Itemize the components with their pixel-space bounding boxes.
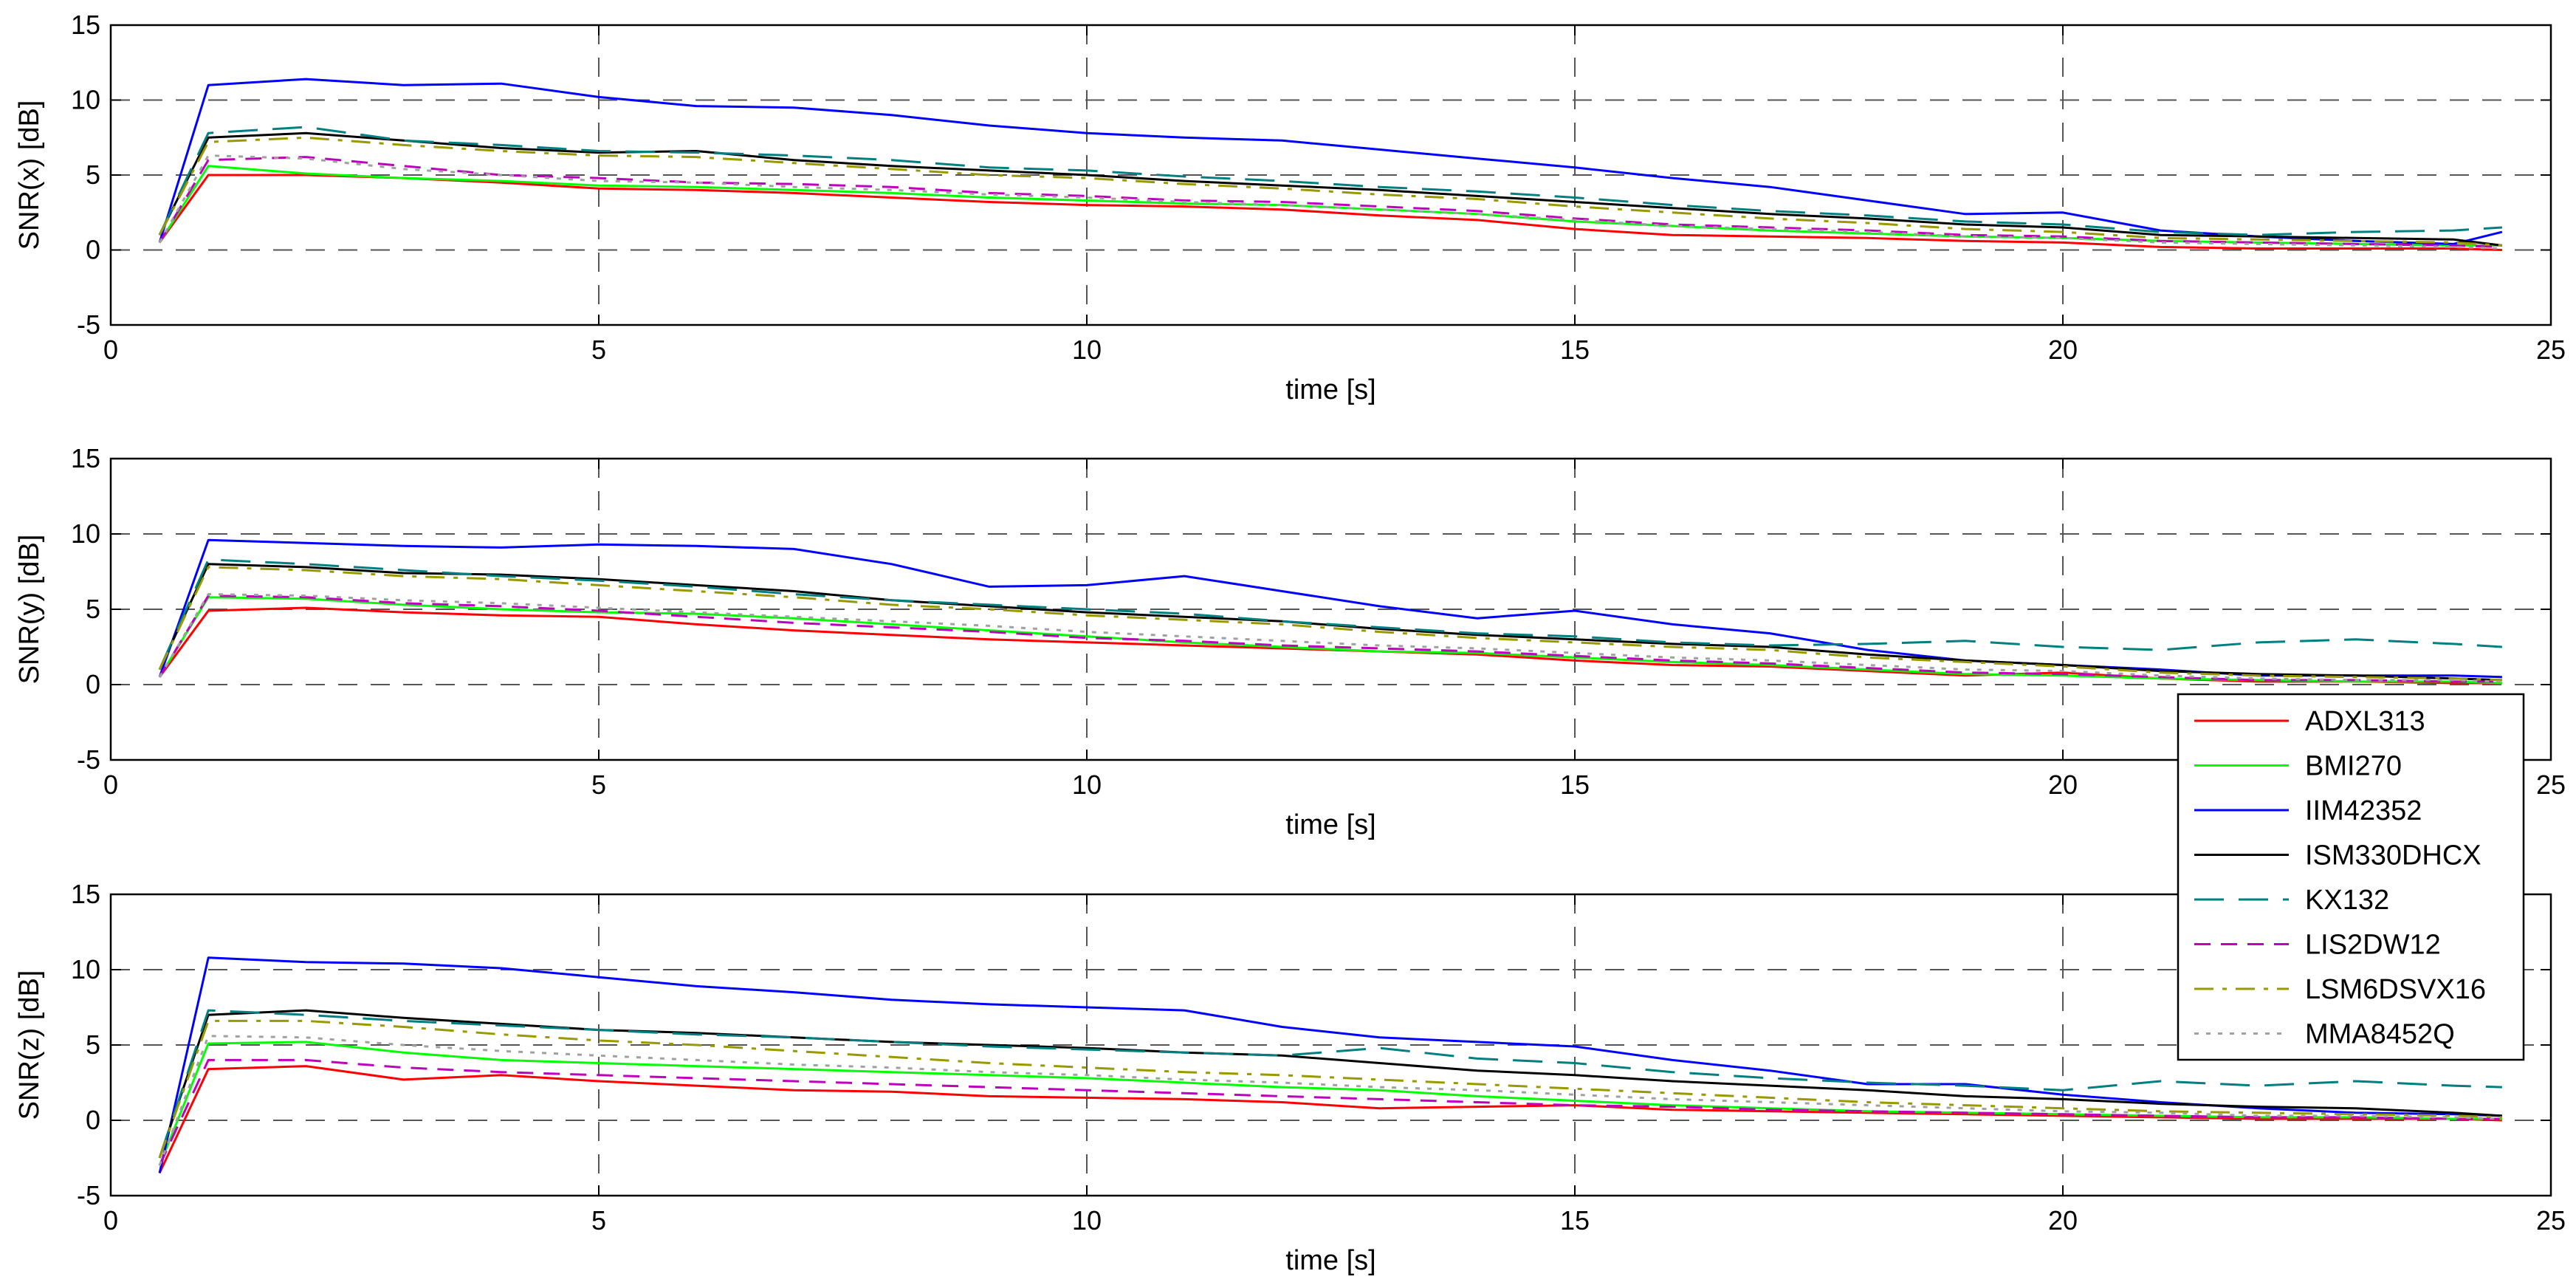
y-tick-label: 5	[86, 1029, 100, 1060]
y-tick-label: 10	[71, 518, 100, 549]
legend: ADXL313 BMI270 IIM42352 ISM330DHCX KX132 LIS2…	[2177, 693, 2525, 1061]
series-line-iim42352	[158, 538, 2502, 679]
y-tick-label: 10	[71, 85, 100, 115]
x-tick-label: 25	[2536, 335, 2566, 365]
x-tick-label: 10	[1072, 770, 1102, 800]
y-tick-label: 10	[71, 954, 100, 984]
legend-label-lis2dw12: LIS2DW12	[2305, 930, 2441, 961]
x-axis-label: time [s]	[1285, 374, 1375, 405]
x-tick-label: 0	[103, 1205, 118, 1236]
series-line-lis2dw12	[158, 156, 2502, 248]
x-tick-label: 20	[2048, 770, 2078, 800]
x-tick-label: 20	[2048, 335, 2078, 365]
x-axis-label: time [s]	[1285, 1245, 1375, 1276]
y-tick-label: 15	[71, 10, 100, 40]
legend-label-adxl313: ADXL313	[2305, 706, 2425, 737]
x-tick-label: 25	[2536, 1205, 2566, 1236]
x-tick-label: 0	[103, 770, 118, 800]
x-tick-label: 10	[1072, 335, 1102, 365]
series-line-ism330dhcx	[158, 1009, 2502, 1159]
series-line-kx132	[158, 1009, 2502, 1159]
series-line-kx132	[158, 558, 2502, 671]
x-tick-label: 20	[2048, 1205, 2078, 1236]
y-axis-label: SNR(z) [dB]	[14, 970, 45, 1120]
series-line-adxl313	[158, 1065, 2502, 1174]
series-line-iim42352	[158, 78, 2503, 245]
series-line-adxl313	[158, 174, 2502, 251]
series-line-lis2dw12	[158, 1058, 2502, 1166]
x-tick-label: 5	[591, 335, 606, 365]
x-tick-label: 25	[2536, 770, 2566, 800]
x-tick-label: 0	[103, 335, 118, 365]
y-tick-label: 0	[86, 1105, 100, 1135]
legend-label-lsm6dsvx16: LSM6DSVX16	[2305, 974, 2486, 1005]
series-line-lsm6dsvx16	[158, 566, 2502, 682]
y-tick-label: 5	[86, 594, 100, 624]
series-line-kx132	[158, 126, 2502, 236]
legend-box	[2177, 693, 2525, 1061]
y-tick-label: 15	[71, 443, 100, 473]
series-line-bmi270	[158, 596, 2502, 685]
series-line-lis2dw12	[158, 594, 2502, 683]
y-tick-label: 5	[86, 160, 100, 190]
x-axis-label: time [s]	[1285, 809, 1375, 840]
x-tick-label: 15	[1560, 335, 1590, 365]
series-line-ism330dhcx	[158, 131, 2503, 247]
series-line-mma8452q	[158, 593, 2502, 683]
legend-label-kx132: KX132	[2305, 885, 2389, 916]
series-line-iim42352	[158, 956, 2502, 1173]
x-tick-label: 15	[1560, 770, 1590, 800]
series-line-lsm6dsvx16	[158, 136, 2502, 247]
y-tick-label: -5	[77, 744, 100, 775]
legend-label-ism330dhcx: ISM330DHCX	[2305, 840, 2481, 871]
legend-label-mma8452q: MMA8452Q	[2305, 1019, 2455, 1050]
x-tick-label: 5	[591, 1205, 606, 1236]
y-tick-label: 15	[71, 879, 100, 909]
y-axis-label: SNR(y) [dB]	[14, 535, 45, 685]
x-tick-label: 15	[1560, 1205, 1590, 1236]
series-line-lsm6dsvx16	[158, 1019, 2502, 1159]
y-axis-label: SNR(x) [dB]	[14, 100, 45, 250]
legend-label-iim42352: IIM42352	[2305, 795, 2422, 826]
legend-label-bmi270: BMI270	[2305, 751, 2402, 782]
y-tick-label: -5	[77, 1180, 100, 1210]
y-tick-label: 0	[86, 669, 100, 699]
y-tick-label: -5	[77, 309, 100, 340]
y-tick-label: 0	[86, 235, 100, 265]
x-tick-label: 5	[591, 770, 606, 800]
x-tick-label: 10	[1072, 1205, 1102, 1236]
